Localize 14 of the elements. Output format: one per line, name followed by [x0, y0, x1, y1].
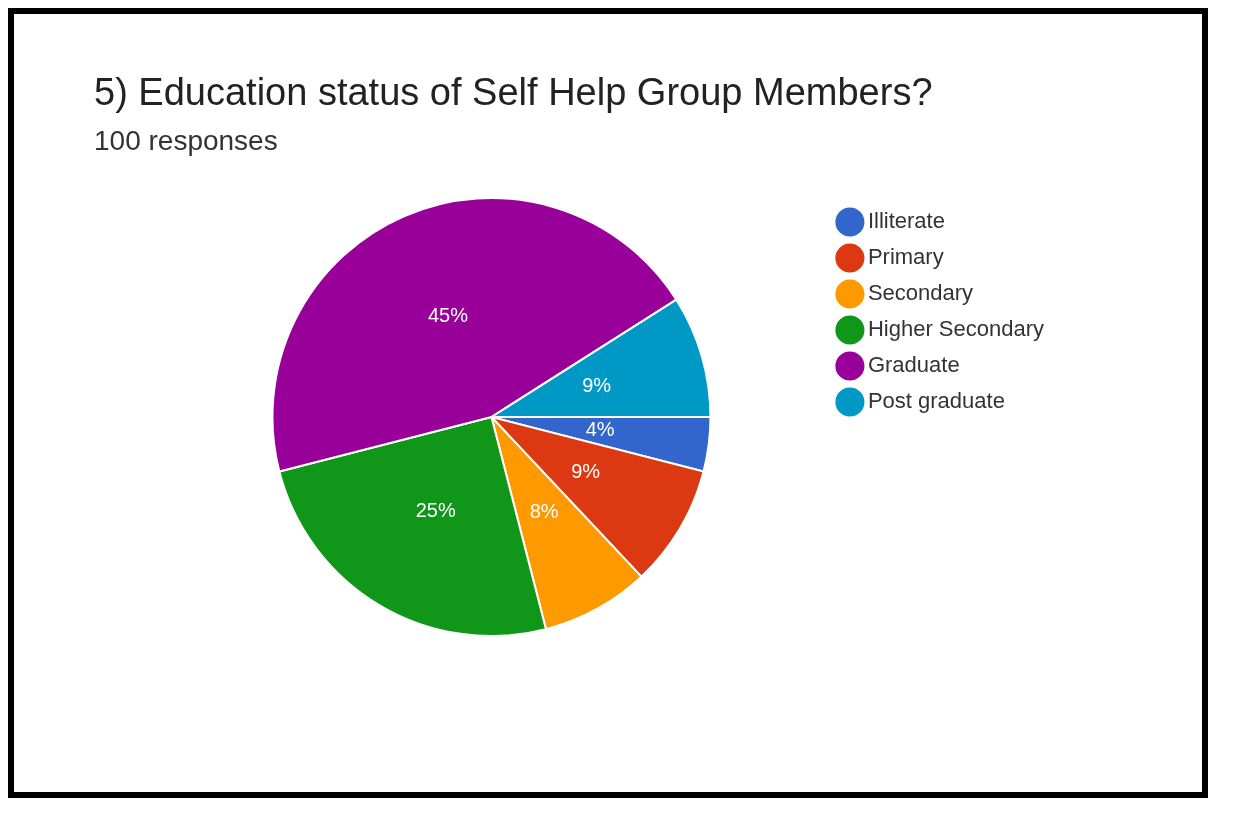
data-label: 4% — [585, 418, 615, 441]
legend-label: Illiterate — [867, 208, 945, 234]
data-label: 45% — [427, 304, 469, 327]
legend-label: Secondary — [867, 280, 974, 306]
data-label: 9% — [582, 373, 612, 396]
chart-title: 5) Education status of Self Help Group Members? — [94, 70, 934, 115]
legend-label: Graduate — [867, 352, 960, 378]
data-label: 8% — [529, 500, 559, 523]
legend-label: Post graduate — [867, 388, 1005, 414]
chart-subtitle: 100 responses — [94, 125, 279, 157]
legend-label: Primary — [867, 244, 944, 270]
data-label: 25% — [415, 498, 456, 521]
data-label: 9% — [571, 460, 601, 483]
legend-label: Higher Secondary — [867, 316, 1045, 342]
